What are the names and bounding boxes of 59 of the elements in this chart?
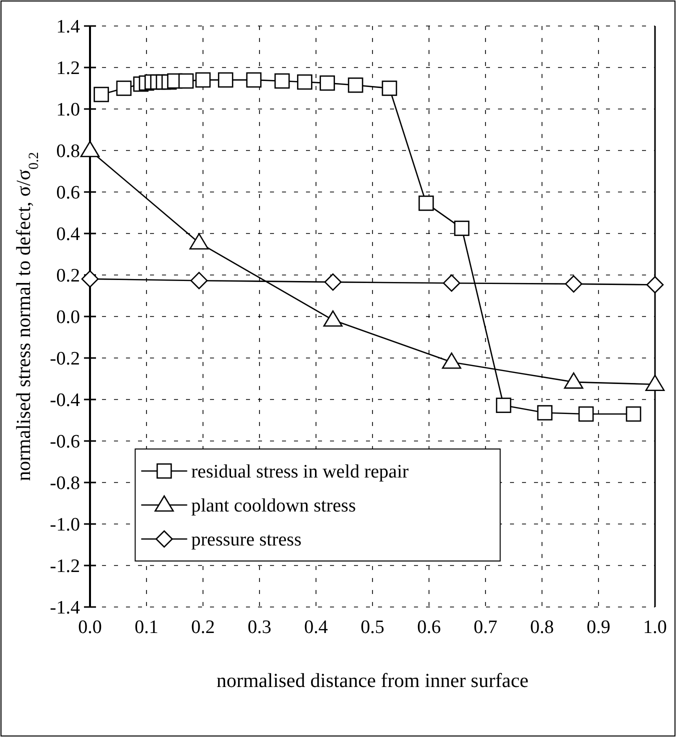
- y-tick-label: 0.2: [56, 266, 80, 287]
- point: [564, 372, 584, 389]
- x-tick-label: 0.6: [417, 617, 441, 638]
- point: [442, 352, 462, 369]
- x-tick-label: 1.0: [643, 617, 667, 638]
- point: [195, 72, 211, 88]
- y-tick-label: 0.0: [56, 307, 80, 328]
- point: [323, 310, 343, 327]
- point: [537, 405, 552, 420]
- x-tick-label: 0.8: [530, 617, 554, 638]
- x-tick-label: 0.9: [586, 617, 610, 638]
- point: [178, 73, 194, 89]
- point: [116, 80, 132, 96]
- point: [80, 140, 100, 158]
- point: [81, 270, 99, 288]
- y-tick-label: -0.6: [50, 432, 80, 453]
- legend-label: pressure stress: [191, 530, 302, 551]
- legend-label: plant cooldown stress: [191, 496, 356, 517]
- y-tick-label: 0.8: [56, 141, 80, 162]
- point: [274, 73, 290, 89]
- x-tick-label: 0.1: [134, 617, 158, 638]
- point: [645, 374, 665, 392]
- point: [297, 74, 312, 90]
- legend-label: residual stress in weld repair: [191, 462, 410, 483]
- point: [626, 406, 642, 422]
- point: [382, 80, 398, 96]
- y-tick-label: -0.4: [50, 390, 80, 412]
- y-tick-label: 0.6: [56, 182, 80, 204]
- x-tick-label: 0.0: [78, 617, 102, 638]
- y-tick-label: 1.4: [56, 16, 80, 38]
- point: [246, 72, 262, 88]
- y-tick-label: -1.4: [50, 598, 80, 619]
- point: [442, 274, 460, 292]
- y-tick-label: -1.2: [50, 556, 80, 578]
- point: [564, 275, 582, 293]
- y-tick-label: 0.4: [56, 224, 80, 246]
- point: [348, 77, 364, 93]
- y-tick-label: 1.2: [56, 58, 80, 80]
- y-tick-label: 1.0: [56, 100, 80, 121]
- point: [324, 273, 342, 291]
- point: [496, 398, 512, 413]
- y-tick-label: -0.8: [50, 473, 80, 494]
- y-tick-label: -1.0: [50, 514, 80, 536]
- x-tick-label: 0.5: [360, 617, 384, 638]
- x-tick-label: 0.2: [191, 617, 215, 638]
- point: [94, 86, 109, 102]
- x-tick-label: 0.7: [474, 617, 498, 638]
- y-tick-label: -0.2: [50, 348, 80, 370]
- x-tick-label: 0.4: [304, 617, 328, 638]
- point: [190, 272, 208, 290]
- x-axis-title: normalised distance from inner surface: [216, 670, 529, 692]
- point: [218, 72, 234, 88]
- point: [320, 75, 335, 91]
- point: [189, 233, 209, 250]
- point: [418, 196, 434, 211]
- point: [454, 220, 470, 236]
- point: [646, 276, 664, 294]
- point: [578, 406, 594, 422]
- x-tick-label: 0.3: [248, 617, 272, 638]
